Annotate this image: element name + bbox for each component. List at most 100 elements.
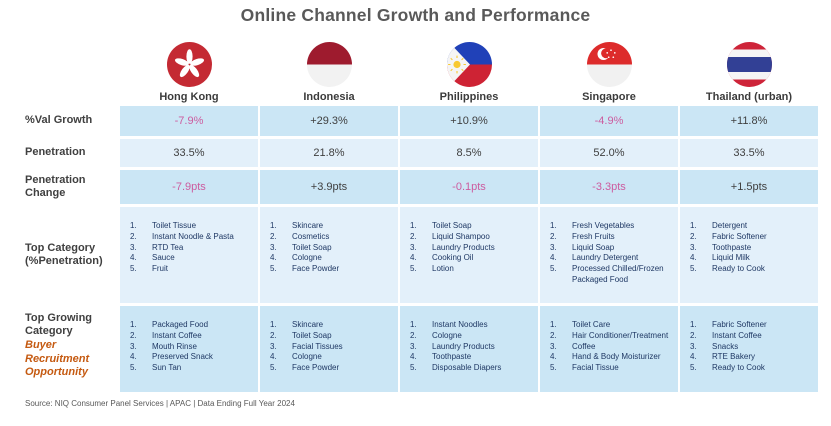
list-item-text: Liquid Soap xyxy=(572,242,615,252)
penetration-value: 33.5% xyxy=(680,139,818,167)
metric-value: +3.9pts xyxy=(310,181,348,193)
row-label-text: %Val Growth xyxy=(25,114,93,127)
row-label-text: Penetration Change xyxy=(25,173,86,199)
list-item-rank: 3. xyxy=(690,242,697,252)
list-item: 2. Cologne xyxy=(410,331,534,342)
top-growing-cell: 1. Toilet Care 2. Hair Conditioner/Treatmen… xyxy=(540,306,678,392)
list-item: 5. Processed Chilled/Frozen Packaged Food xyxy=(550,264,674,286)
list-item-rank: 1. xyxy=(410,221,417,230)
list-item-text: Processed Chilled/Frozen Packaged Food xyxy=(572,264,664,284)
top-category-cell: 1. Skincare 2. Cosmetics 3. Toilet Soap 4. Colo… xyxy=(260,207,398,303)
list-item: 2. Hair Conditioner/Treatment xyxy=(550,331,674,342)
metric-value: 52.0% xyxy=(593,147,625,159)
source-note: Source: NIQ Consumer Panel Services | AP… xyxy=(25,399,295,408)
list-item-rank: 1. xyxy=(690,221,697,230)
comparison-table: %Val Growth Penetration Penetration Chan… xyxy=(18,39,831,392)
metric-value: +10.9% xyxy=(450,115,488,127)
list-item: 3. Coffee xyxy=(550,342,674,353)
val-growth-value: +29.3% xyxy=(260,106,398,136)
list-item-text: Face Powder xyxy=(292,363,340,373)
flag-thailand-icon xyxy=(726,42,772,87)
metric-value: 21.8% xyxy=(313,147,345,159)
row-label-top-category: Top Category (%Penetration) xyxy=(18,207,118,303)
list-item-rank: 5. xyxy=(270,363,277,373)
list-item: 2. Cosmetics xyxy=(270,232,394,243)
top-growing-list: 1. Skincare 2. Toilet Soap 3. Facial Tissues 4… xyxy=(270,320,394,374)
list-item: 2. Fresh Fruits xyxy=(550,232,674,243)
top-category-cell: 1. Fresh Vegetables 2. Fresh Fruits 3. Liquid… xyxy=(540,207,678,303)
list-item: 5. Disposable Diapers xyxy=(410,363,534,374)
list-item-rank: 5. xyxy=(550,363,557,373)
metric-value: 33.5% xyxy=(173,147,205,159)
list-item: 3. Toilet Soap xyxy=(270,243,394,254)
top-growing-list: 1. Packaged Food 2. Instant Coffee 3. Mouth R… xyxy=(130,320,254,374)
metric-value: +1.5pts xyxy=(730,181,768,193)
list-item-text: Face Powder xyxy=(292,264,340,274)
list-item-rank: 3. xyxy=(130,242,137,252)
list-item-rank: 5. xyxy=(550,264,557,274)
list-item-text: Cologne xyxy=(432,330,462,340)
penetration-change-value: -7.9pts xyxy=(120,170,258,204)
list-item-text: Cooking Oil xyxy=(432,253,474,263)
list-item: 4. Liquid Milk xyxy=(690,253,814,264)
market-header: Indonesia xyxy=(260,39,398,103)
list-item-text: Liquid Milk xyxy=(712,253,750,263)
row-label-text: Top Category xyxy=(25,241,96,254)
list-item: 4. Laundry Detergent xyxy=(550,253,674,264)
top-category-list: 1. Toilet Soap 2. Liquid Shampoo 3. Laundry P… xyxy=(410,221,534,275)
top-category-cell: 1. Detergent 2. Fabric Softener 3. Toothpaste… xyxy=(680,207,818,303)
metric-value: +11.8% xyxy=(730,115,768,127)
list-item: 5. Ready to Cook xyxy=(690,264,814,275)
page-title: Online Channel Growth and Performance xyxy=(240,5,591,25)
list-item-rank: 5. xyxy=(690,363,697,373)
row-label-text: Category xyxy=(25,325,73,338)
list-item-rank: 2. xyxy=(550,330,557,340)
list-item-text: Sun Tan xyxy=(152,363,182,373)
top-growing-cell: 1. Fabric Softener 2. Instant Coffee 3. Snack… xyxy=(680,306,818,392)
list-item-text: Toothpaste xyxy=(432,352,472,362)
list-item-text: Ready to Cook xyxy=(712,363,765,373)
flag-indonesia-icon xyxy=(306,42,352,87)
row-label-val-growth: %Val Growth xyxy=(18,106,118,136)
list-item: 4. Preserved Snack xyxy=(130,352,254,363)
list-item-rank: 3. xyxy=(550,242,557,252)
list-item-rank: 3. xyxy=(270,242,277,252)
row-label-text: Top Growing xyxy=(25,312,93,324)
metric-value: -7.9pts xyxy=(172,181,206,193)
metric-value: 8.5% xyxy=(456,147,482,159)
list-item-text: Toilet Soap xyxy=(432,221,472,230)
list-item-text: Toothpaste xyxy=(712,242,752,252)
list-item: 4. Cologne xyxy=(270,352,394,363)
list-item-rank: 2. xyxy=(410,330,417,340)
penetration-value: 21.8% xyxy=(260,139,398,167)
list-item-text: Fruit xyxy=(152,264,168,274)
list-item-text: Hair Conditioner/Treatment xyxy=(572,330,669,340)
list-item-text: Fresh Vegetables xyxy=(572,221,635,230)
market-name: Hong Kong xyxy=(159,91,219,103)
market-header: Hong Kong xyxy=(120,39,258,103)
list-item-rank: 4. xyxy=(690,352,697,362)
list-item-rank: 3. xyxy=(130,341,137,351)
list-item-rank: 1. xyxy=(130,221,137,230)
list-item: 3. RTD Tea xyxy=(130,243,254,254)
flag-singapore-icon xyxy=(586,42,632,87)
list-item-text: Sauce xyxy=(152,253,175,263)
list-item-rank: 3. xyxy=(410,242,417,252)
top-growing-cell: 1. Instant Noodles 2. Cologne 3. Laundry Prod… xyxy=(400,306,538,392)
list-item-rank: 3. xyxy=(550,341,557,351)
metric-value: -4.9% xyxy=(594,115,624,127)
list-item: 1. Detergent xyxy=(690,221,814,232)
list-item-text: Lotion xyxy=(432,264,454,274)
market-name: Indonesia xyxy=(303,91,355,103)
list-item-rank: 5. xyxy=(690,264,697,274)
list-item: 2. Toilet Soap xyxy=(270,331,394,342)
list-item-text: Cologne xyxy=(292,352,322,362)
list-item-text: Snacks xyxy=(712,341,739,351)
list-item-rank: 2. xyxy=(270,231,277,241)
list-item-rank: 5. xyxy=(130,363,137,373)
val-growth-value: +11.8% xyxy=(680,106,818,136)
top-category-cell: 1. Toilet Tissue 2. Instant Noodle & Pasta 3… xyxy=(120,207,258,303)
list-item: 3. Toothpaste xyxy=(690,243,814,254)
list-item-rank: 1. xyxy=(690,320,697,329)
list-item-text: Fabric Softener xyxy=(712,231,767,241)
